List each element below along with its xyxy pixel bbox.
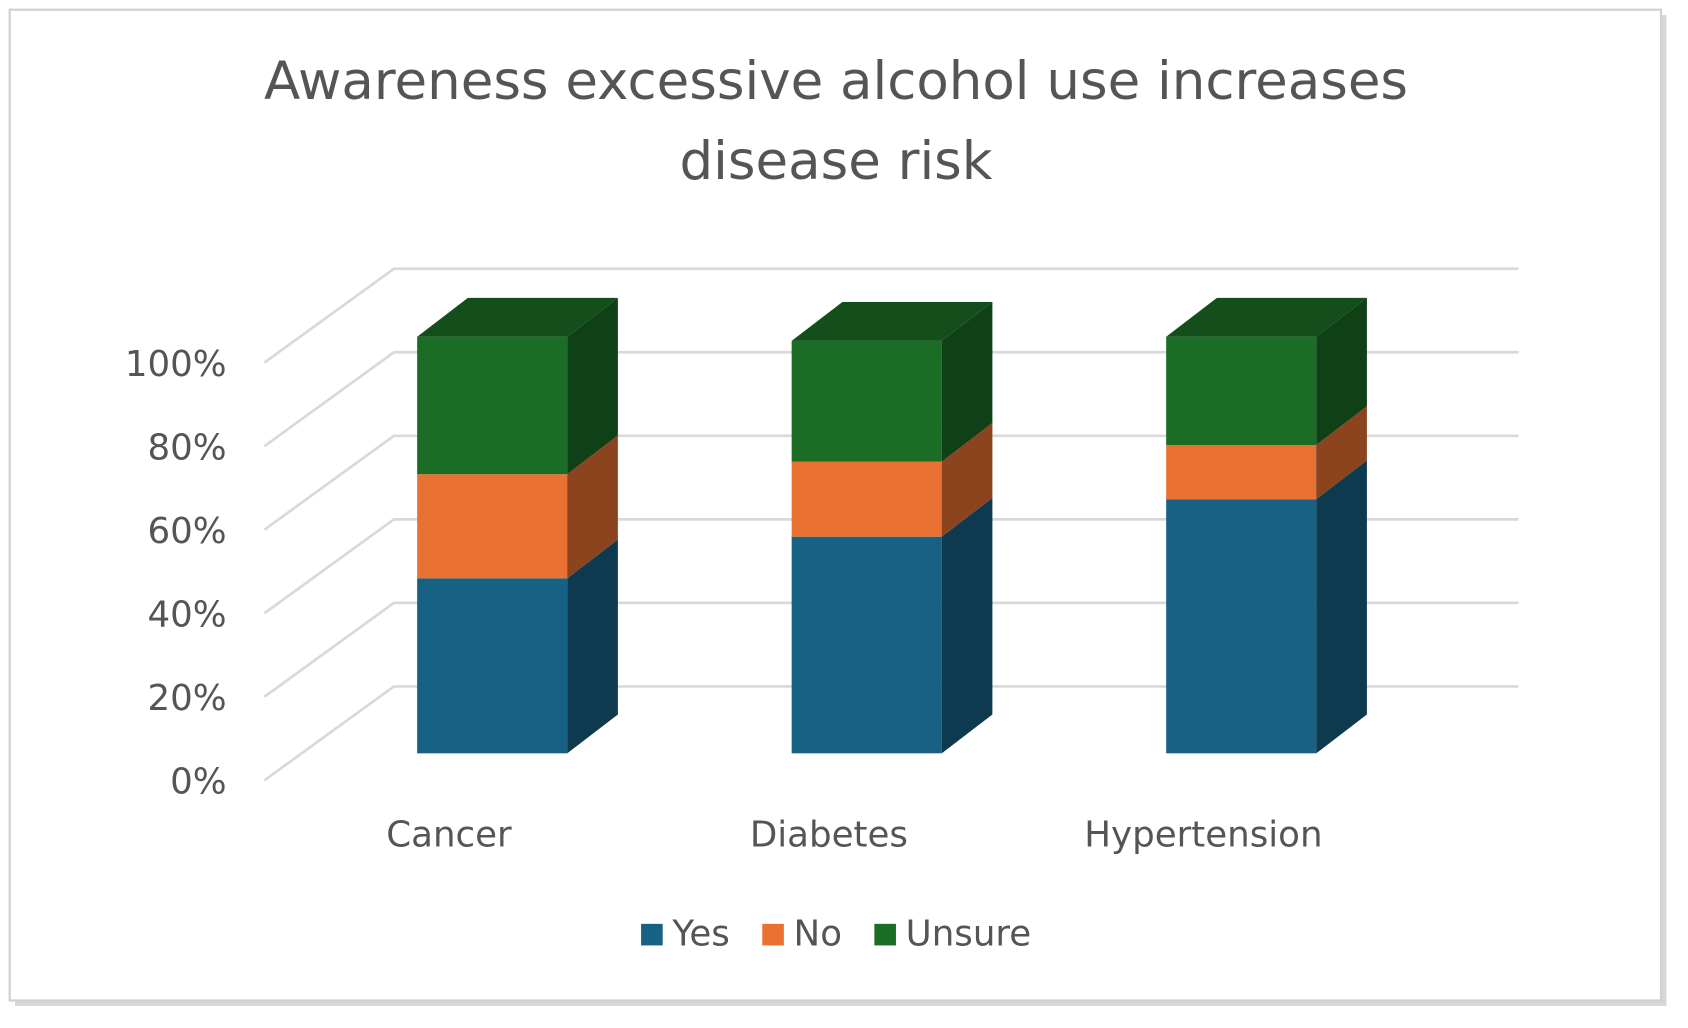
x-tick-label: Hypertension bbox=[1084, 814, 1322, 855]
bar-front bbox=[1166, 336, 1317, 446]
bar-front bbox=[791, 536, 942, 754]
grid-line bbox=[263, 685, 1519, 782]
legend-swatch bbox=[762, 923, 784, 946]
legend-label: No bbox=[794, 914, 842, 955]
grid-line bbox=[263, 601, 1519, 698]
y-tick-label: 60% bbox=[147, 511, 226, 552]
bar-side bbox=[567, 435, 618, 579]
y-tick-label: 0% bbox=[170, 762, 227, 803]
bar-side bbox=[1316, 460, 1367, 754]
y-tick-label: 100% bbox=[125, 344, 227, 385]
y-tick-label: 20% bbox=[147, 678, 226, 719]
legend-swatch bbox=[874, 923, 896, 946]
chart-title: Awareness excessive alcohol use increase… bbox=[263, 51, 1409, 192]
bar-side bbox=[1316, 297, 1367, 446]
bar-side bbox=[1316, 406, 1367, 500]
bar-side bbox=[941, 422, 993, 537]
bar-top bbox=[791, 302, 993, 341]
bar-side bbox=[941, 302, 993, 462]
bar-front bbox=[417, 578, 568, 754]
y-tick-label: 40% bbox=[147, 594, 226, 635]
bar-top bbox=[417, 297, 618, 337]
bar-front bbox=[791, 340, 942, 462]
x-tick-label: Cancer bbox=[386, 814, 512, 855]
bar-top bbox=[1166, 297, 1367, 337]
bar-side bbox=[941, 497, 993, 754]
grid-line bbox=[263, 517, 1519, 615]
legend-swatch bbox=[641, 923, 663, 946]
x-tick-label: Diabetes bbox=[750, 814, 908, 855]
y-tick-label: 80% bbox=[147, 427, 226, 468]
legend-label: Yes bbox=[671, 914, 729, 955]
grid-line bbox=[263, 434, 1519, 531]
grid-line bbox=[263, 267, 1519, 364]
bar-front bbox=[791, 461, 942, 537]
bar-front bbox=[417, 336, 568, 475]
bar-side bbox=[567, 297, 618, 475]
grid-line bbox=[263, 350, 1519, 448]
bar-side bbox=[567, 539, 618, 754]
legend-label: Unsure bbox=[906, 914, 1032, 955]
bar-front bbox=[1166, 499, 1317, 754]
bar-front bbox=[417, 474, 568, 579]
bar-front bbox=[1166, 445, 1317, 500]
